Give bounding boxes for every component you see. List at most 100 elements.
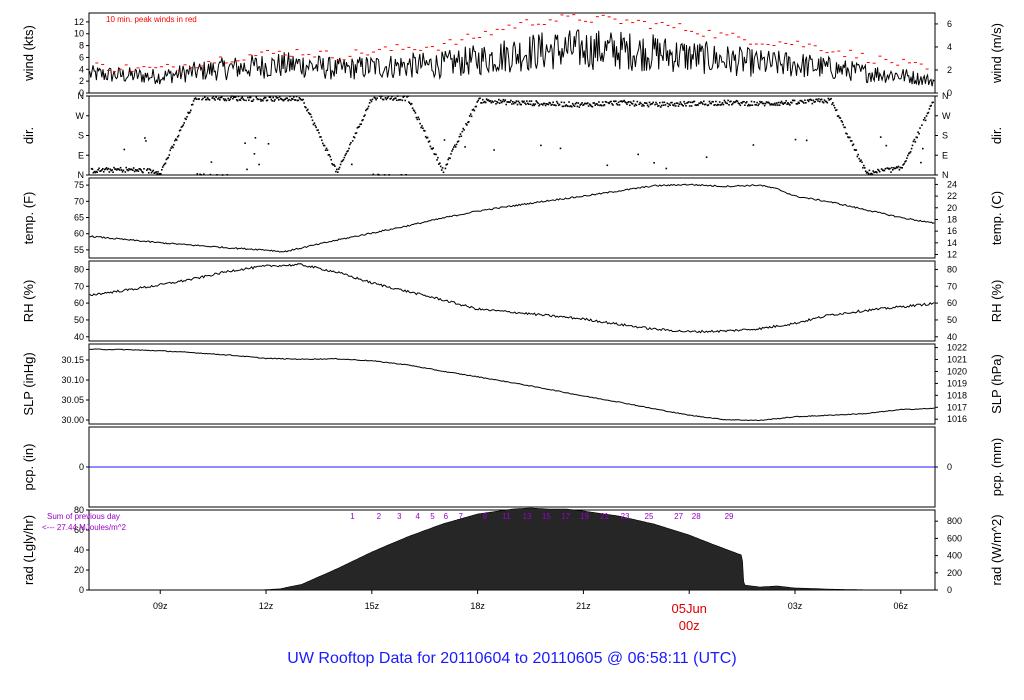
direction-point: [903, 163, 905, 165]
direction-point: [633, 105, 636, 107]
direction-point: [893, 167, 895, 169]
direction-point: [597, 104, 599, 106]
direction-point: [362, 119, 364, 121]
direction-point: [673, 104, 675, 107]
direction-point: [346, 150, 348, 153]
direction-point: [805, 102, 807, 104]
direction-point: [175, 139, 178, 141]
direction-point: [637, 153, 639, 156]
direction-point: [582, 104, 584, 106]
direction-point: [652, 101, 654, 104]
direction-point: [647, 105, 650, 108]
direction-point: [217, 98, 219, 100]
direction-point: [246, 168, 248, 171]
direction-point: [483, 101, 485, 104]
direction-point: [106, 168, 109, 171]
left-tick-label: 0: [79, 462, 84, 472]
direction-point: [343, 156, 346, 159]
left-tick-label: 80: [74, 505, 84, 515]
direction-point: [649, 103, 652, 106]
direction-point: [270, 98, 273, 101]
direction-point: [435, 153, 437, 156]
direction-point: [512, 101, 514, 103]
left-tick-label: 30.10: [61, 375, 84, 385]
right-tick-label: 6: [947, 19, 952, 29]
direction-point: [863, 164, 865, 167]
direction-point: [629, 101, 632, 103]
direction-point: [337, 171, 339, 173]
direction-point: [402, 96, 405, 98]
direction-point: [916, 136, 918, 139]
direction-point: [91, 168, 94, 170]
direction-point: [778, 104, 781, 106]
date-sub-label: 00z: [679, 618, 700, 633]
left-tick-label: 55: [74, 245, 84, 255]
direction-point: [144, 137, 146, 139]
direction-point: [123, 148, 126, 151]
direction-point: [110, 169, 112, 172]
direction-point: [117, 168, 119, 170]
direction-point: [186, 116, 188, 118]
direction-point: [694, 104, 697, 106]
direction-point: [499, 99, 502, 102]
direction-point: [173, 143, 175, 146]
direction-point: [516, 103, 519, 106]
direction-point: [905, 160, 907, 162]
direction-point: [385, 98, 388, 101]
direction-point: [855, 149, 858, 151]
direction-point: [753, 101, 756, 103]
direction-point: [327, 154, 330, 156]
direction-point: [542, 104, 544, 106]
right-tick-label: 16: [947, 226, 957, 236]
direction-point: [271, 100, 273, 102]
direction-point: [663, 101, 666, 104]
direction-point: [868, 169, 871, 172]
direction-point: [226, 174, 229, 176]
direction-point: [551, 103, 553, 106]
direction-points: [90, 95, 934, 176]
direction-point: [859, 160, 861, 163]
direction-point: [556, 100, 558, 103]
direction-point: [612, 104, 614, 106]
direction-point: [828, 99, 830, 101]
direction-point: [373, 96, 376, 99]
direction-point: [738, 103, 741, 105]
direction-point: [793, 99, 796, 102]
direction-point: [154, 171, 156, 174]
direction-point: [532, 103, 535, 105]
direction-point: [341, 160, 344, 162]
direction-point: [183, 122, 185, 124]
direction-point: [451, 150, 453, 152]
direction-point: [840, 120, 843, 122]
direction-point: [303, 102, 305, 104]
direction-point: [728, 104, 730, 106]
left-tick-label: S: [78, 131, 84, 141]
left-tick-label: 12: [74, 17, 84, 27]
direction-point: [526, 100, 528, 102]
direction-point: [203, 173, 205, 175]
direction-point: [715, 100, 717, 103]
direction-point: [834, 109, 837, 112]
direction-point: [835, 109, 838, 111]
left-tick-label: N: [78, 91, 85, 101]
direction-point: [727, 99, 729, 102]
direction-point: [901, 167, 903, 169]
direction-point: [137, 170, 140, 172]
right-tick-label: 1017: [947, 402, 967, 412]
direction-point: [289, 95, 291, 98]
direction-point: [826, 101, 829, 104]
direction-point: [146, 169, 148, 171]
direction-point: [120, 169, 123, 171]
direction-point: [247, 96, 249, 99]
solar-hour-marker: 25: [645, 512, 654, 521]
solar-hour-marker: 5: [430, 512, 435, 521]
x-tick-label: 09z: [153, 601, 168, 611]
direction-point: [325, 147, 328, 150]
direction-point: [543, 102, 546, 105]
direction-point: [513, 101, 516, 104]
panel-frame-rh: [88, 260, 936, 342]
direction-point: [285, 97, 288, 99]
direction-point: [697, 104, 699, 106]
direction-point: [244, 142, 246, 144]
